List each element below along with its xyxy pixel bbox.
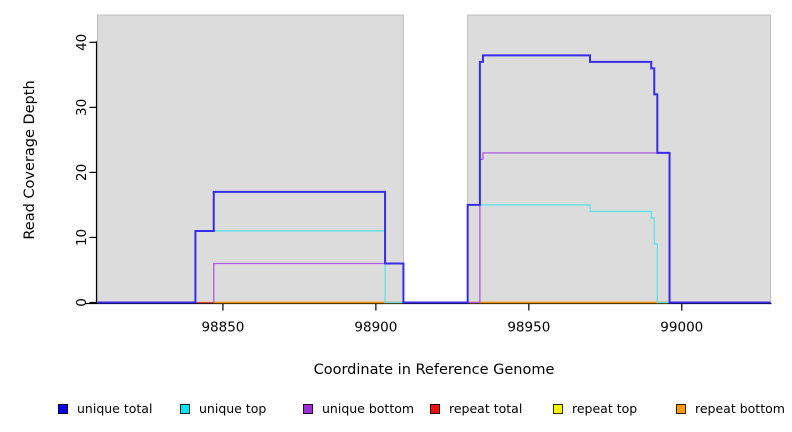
covered-region-left: [97, 14, 404, 303]
x-tick-label: 98850: [201, 320, 244, 336]
y-tick-label: 10: [74, 229, 90, 246]
y-tick-label: 0: [74, 298, 90, 307]
y-axis-title: Read Coverage Depth: [22, 80, 38, 240]
x-tick-label: 99000: [660, 320, 703, 336]
x-tick-label: 98900: [354, 320, 397, 336]
y-tick-label: 40: [74, 34, 90, 51]
series-line-unique-top: [97, 204, 771, 304]
x-tick-label: 98950: [507, 320, 550, 336]
y-tick-label: 30: [74, 99, 90, 116]
series-line-unique-total: [97, 54, 771, 304]
y-tick-label: 20: [74, 164, 90, 181]
x-axis-title: Coordinate in Reference Genome: [313, 362, 555, 378]
covered-region-right: [467, 14, 771, 303]
